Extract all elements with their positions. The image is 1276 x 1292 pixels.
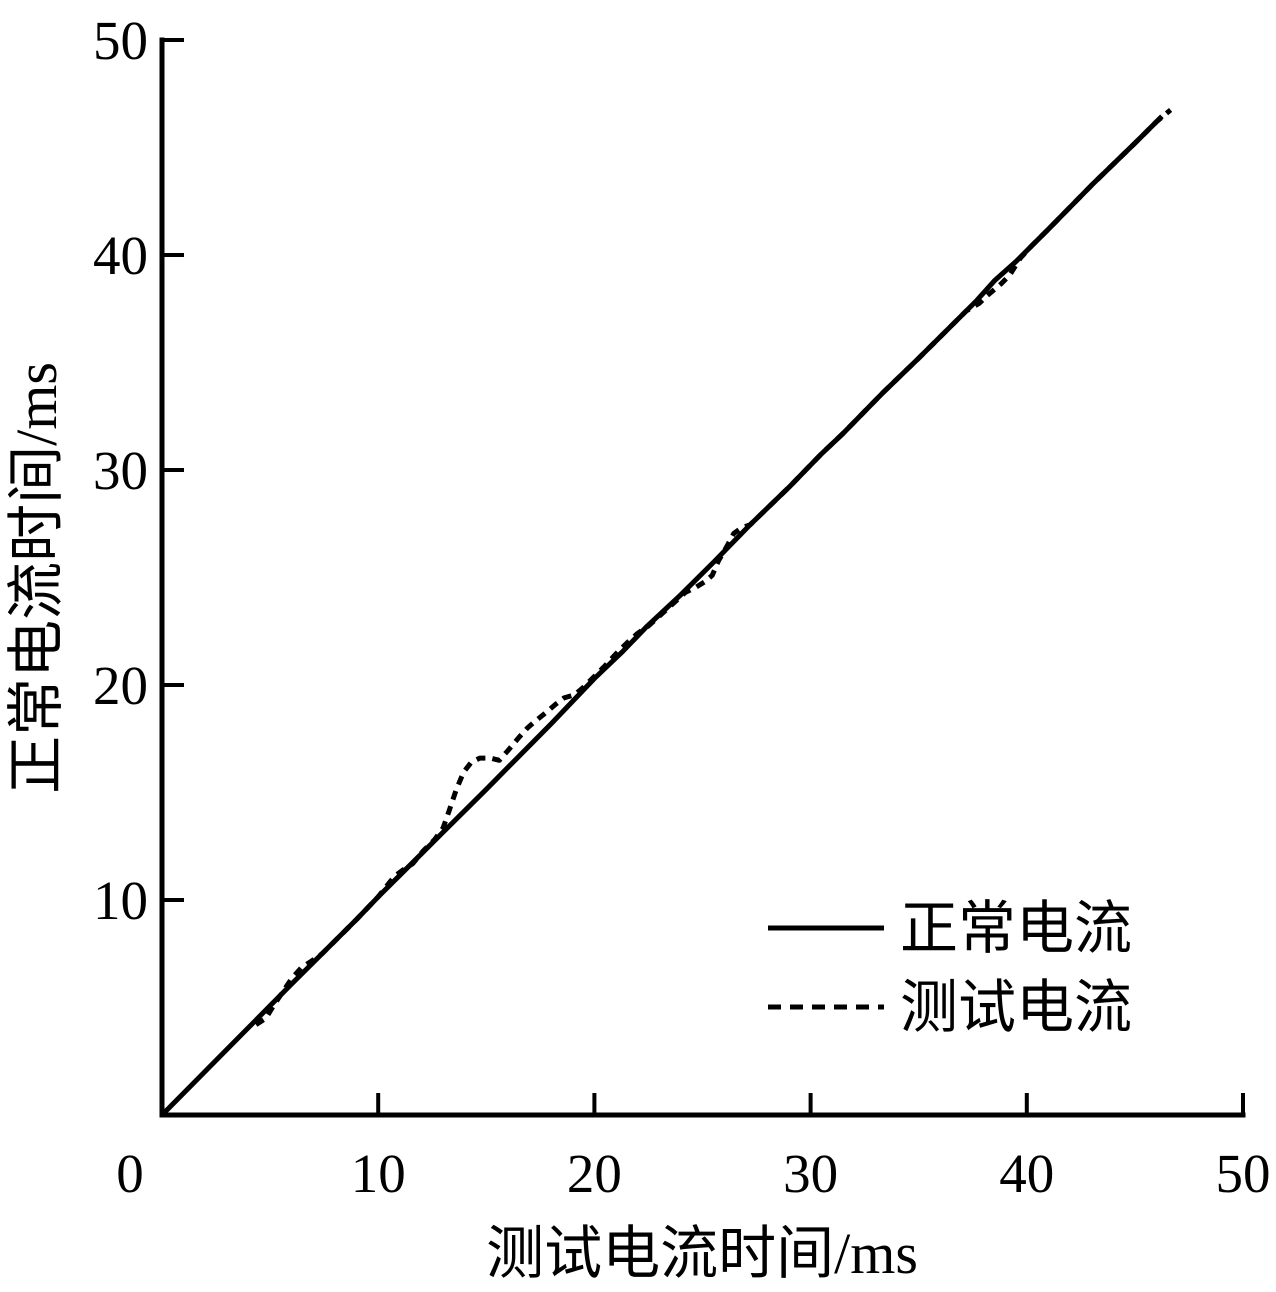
x-tick-label: 20 xyxy=(567,1143,622,1204)
y-tick-label: 40 xyxy=(93,225,148,286)
plot-series xyxy=(160,107,1173,1117)
legend: 正常电流 测试电流 xyxy=(768,896,1132,1040)
y-axis-ticks: 10 20 30 40 50 xyxy=(93,10,184,931)
x-tick-label: 10 xyxy=(351,1143,406,1204)
x-axis-ticks: 0 10 20 30 40 50 xyxy=(116,1093,1271,1204)
y-tick-label: 10 xyxy=(93,870,148,931)
y-axis-title: 正常电流时间/ms xyxy=(4,362,69,794)
y-tick-label: 50 xyxy=(93,10,148,71)
y-tick-label: 20 xyxy=(93,655,148,716)
series-test-current-line xyxy=(254,107,1173,1027)
x-tick-label: 30 xyxy=(783,1143,838,1204)
x-tick-label: 40 xyxy=(999,1143,1054,1204)
legend-test-current-label: 测试电流 xyxy=(900,975,1132,1040)
axes xyxy=(159,37,1246,1118)
legend-normal-current-label: 正常电流 xyxy=(900,896,1132,961)
x-tick-label: 0 xyxy=(116,1143,144,1204)
y-tick-label: 30 xyxy=(93,440,148,501)
x-tick-label: 50 xyxy=(1216,1143,1271,1204)
x-axis-title: 测试电流时间/ms xyxy=(486,1221,918,1286)
